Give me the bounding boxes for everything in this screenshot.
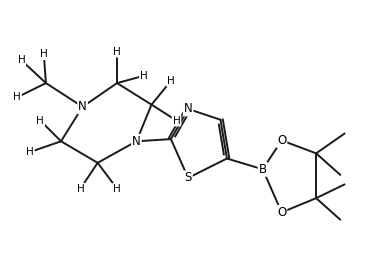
Text: H: H — [26, 147, 34, 157]
Text: H: H — [113, 184, 121, 194]
Text: H: H — [17, 55, 25, 65]
Text: H: H — [13, 92, 21, 102]
Text: H: H — [113, 47, 121, 57]
Text: H: H — [77, 184, 84, 194]
Text: S: S — [185, 171, 192, 185]
Text: H: H — [173, 116, 180, 126]
Text: H: H — [140, 71, 148, 81]
Text: N: N — [184, 103, 193, 115]
Text: O: O — [277, 206, 286, 219]
Text: O: O — [277, 134, 286, 147]
Text: N: N — [132, 135, 141, 148]
Text: H: H — [36, 116, 44, 126]
Text: H: H — [167, 76, 175, 86]
Text: N: N — [78, 100, 87, 113]
Text: B: B — [259, 163, 267, 176]
Text: H: H — [40, 49, 48, 59]
